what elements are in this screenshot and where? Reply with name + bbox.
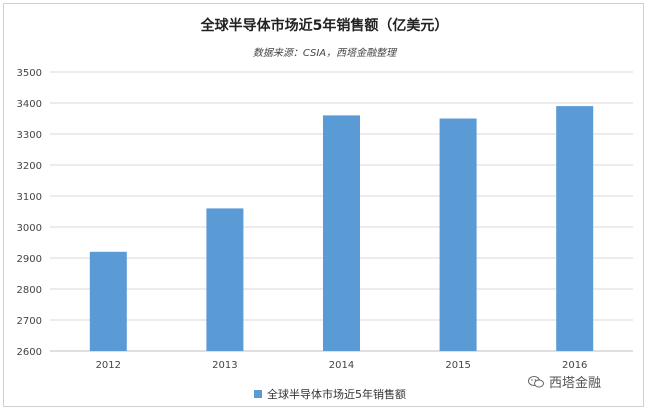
chart-subtitle: 数据来源：CSIA，西塔金融整理 [252, 48, 397, 59]
x-tick-label: 2013 [212, 360, 237, 371]
y-tick-label: 3400 [17, 99, 42, 110]
bar-2015 [439, 118, 477, 351]
x-tick-label: 2014 [329, 360, 354, 371]
legend-label: 全球半导体市场近5年销售额 [267, 388, 406, 401]
watermark: 西塔金融 [528, 372, 601, 391]
chart-title: 全球半导体市场近5年销售额（亿美元） [200, 18, 449, 34]
x-tick-label: 2016 [562, 360, 587, 371]
x-tick-label: 2015 [445, 360, 470, 371]
y-tick-label: 3100 [17, 192, 42, 203]
watermark-text: 西塔金融 [549, 376, 602, 391]
bar-2014 [323, 115, 360, 352]
y-tick-label: 3200 [17, 161, 42, 172]
legend: 全球半导体市场近5年销售额 [254, 386, 406, 402]
y-tick-label: 3300 [17, 130, 42, 141]
bar-2013 [206, 208, 244, 351]
y-tick-label: 3500 [17, 68, 42, 79]
bar-2016 [556, 106, 594, 351]
y-tick-label: 2800 [17, 285, 42, 296]
wechat-icon [528, 375, 544, 387]
x-tick-label: 2012 [96, 360, 121, 371]
y-tick-label: 2700 [17, 316, 42, 327]
y-tick-label: 3000 [17, 223, 42, 234]
legend-swatch [254, 390, 262, 398]
y-tick-label: 2600 [17, 347, 42, 358]
y-tick-label: 2900 [17, 254, 42, 265]
bar-2012 [89, 251, 127, 351]
